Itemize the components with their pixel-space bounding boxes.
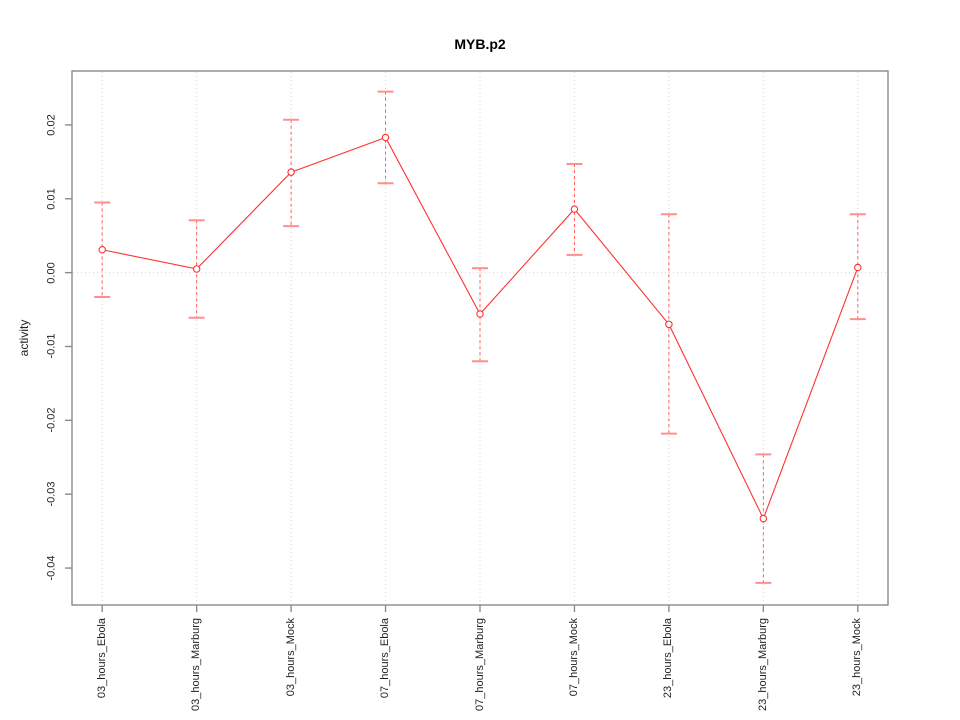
x-tick-label: 03_hours_Ebola: [95, 618, 108, 699]
data-point-marker: [98, 245, 106, 254]
y-tick-label: -0.04: [45, 555, 58, 581]
x-tick-label: 23_hours_Mock: [851, 618, 864, 697]
data-point-marker: [476, 310, 484, 318]
y-tick-label: -0.03: [45, 481, 58, 507]
y-tick-label: 0.02: [45, 114, 58, 136]
data-point-marker: [570, 205, 579, 213]
chart-title: MYB.p2: [454, 36, 506, 52]
x-tick-label: 03_hours_Marburg: [190, 618, 203, 711]
data-point-marker: [759, 514, 768, 523]
x-tick-label: 23_hours_Marburg: [756, 618, 769, 711]
data-point-marker: [665, 320, 673, 329]
y-tick-label: 0.01: [45, 188, 58, 210]
data-point-marker: [192, 265, 201, 273]
x-tick-label: 07_hours_Marburg: [473, 618, 486, 711]
x-tick-label: 07_hours_Mock: [567, 618, 580, 697]
data-point-marker: [287, 168, 295, 176]
x-tick-label: 23_hours_Ebola: [662, 618, 675, 699]
x-tick-label: 03_hours_Mock: [284, 618, 297, 697]
data-point-marker: [381, 133, 390, 142]
y-tick-label: 0.00: [45, 261, 58, 284]
y-tick-label: -0.02: [45, 407, 58, 433]
data-point-marker: [854, 263, 862, 272]
y-tick-label: -0.01: [45, 333, 58, 360]
x-tick-label: 07_hours_Ebola: [379, 618, 392, 699]
